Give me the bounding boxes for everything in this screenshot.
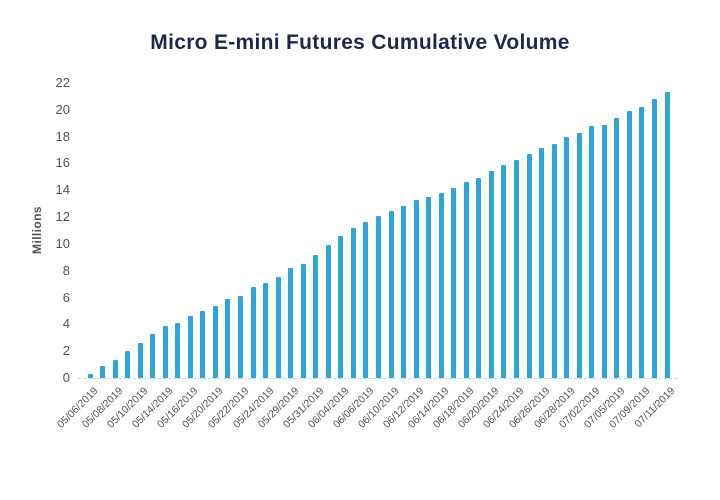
bar [439, 193, 444, 378]
bar [163, 326, 168, 378]
bar [414, 200, 419, 378]
bar [602, 125, 607, 378]
bar [501, 165, 506, 378]
bar [175, 323, 180, 378]
bar [665, 92, 670, 378]
bar [351, 228, 356, 378]
y-tick-label: 4 [62, 316, 70, 332]
y-tick-label: 16 [55, 155, 70, 171]
y-tick-label: 2 [62, 343, 70, 359]
y-tick-label: 0 [62, 370, 70, 385]
bar [225, 299, 230, 378]
x-axis-baseline [78, 378, 677, 379]
bar [376, 216, 381, 378]
bar [276, 277, 281, 378]
y-tick-label: 22 [55, 75, 70, 90]
bar [88, 374, 93, 378]
bar [639, 107, 644, 378]
bar [627, 111, 632, 378]
bar [251, 287, 256, 378]
bar [577, 133, 582, 378]
bar [301, 264, 306, 378]
bar [238, 296, 243, 378]
bar [552, 144, 557, 378]
bar [326, 245, 331, 378]
y-tick-label: 14 [55, 182, 70, 198]
bar [200, 311, 205, 378]
bar [564, 137, 569, 378]
bar [426, 197, 431, 378]
bar [363, 222, 368, 378]
y-tick-label: 12 [55, 209, 70, 225]
chart-title: Micro E-mini Futures Cumulative Volume [150, 31, 570, 54]
bar [100, 366, 105, 378]
bar [338, 236, 343, 378]
bar [389, 211, 394, 378]
y-tick-label: 18 [55, 128, 70, 144]
bar [476, 178, 481, 378]
y-tick-label: 20 [55, 101, 70, 117]
bar [527, 154, 532, 378]
bar [113, 360, 118, 378]
y-tick-label: 10 [55, 235, 70, 251]
bar [589, 126, 594, 378]
bar [451, 188, 456, 378]
bar [489, 171, 494, 378]
bar [401, 206, 406, 378]
bar [313, 255, 318, 378]
bar [188, 316, 193, 378]
bar [614, 118, 619, 378]
bar [263, 283, 268, 378]
bar [514, 160, 519, 378]
bar [464, 182, 469, 378]
bar [138, 343, 143, 378]
bar [213, 306, 218, 378]
bar [539, 148, 544, 378]
bar [288, 268, 293, 378]
bar [125, 351, 130, 378]
bar [652, 99, 657, 378]
bar [150, 334, 155, 378]
y-tick-label: 6 [62, 289, 70, 305]
y-tick-label: 8 [62, 262, 70, 278]
